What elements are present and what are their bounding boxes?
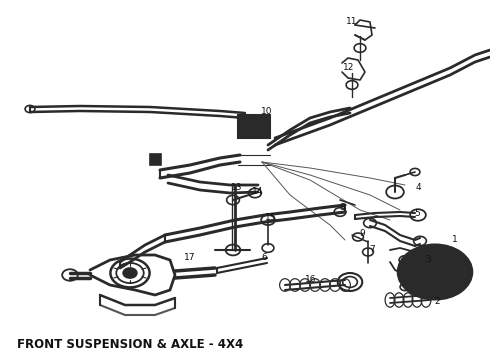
Circle shape [442,260,449,265]
Circle shape [421,280,428,285]
Text: 9: 9 [359,229,365,238]
Text: 6: 6 [261,253,267,262]
Text: 7: 7 [369,246,375,255]
Text: 11: 11 [346,18,358,27]
Text: FRONT SUSPENSION & AXLE - 4X4: FRONT SUSPENSION & AXLE - 4X4 [17,338,244,351]
Text: 1: 1 [452,235,458,244]
Text: 10: 10 [261,108,273,117]
Text: 4: 4 [415,184,421,193]
Bar [238,114,270,138]
Circle shape [421,260,428,265]
Text: 16: 16 [305,275,317,284]
Circle shape [426,266,444,279]
Text: 13: 13 [231,183,243,192]
Circle shape [410,270,417,275]
Text: 15: 15 [265,212,277,221]
Text: 12: 12 [343,63,355,72]
Text: 5: 5 [414,208,420,217]
Text: 3: 3 [425,256,431,265]
Text: 17: 17 [184,253,196,262]
Text: 2: 2 [434,297,440,306]
Circle shape [398,245,472,299]
Circle shape [453,270,460,275]
Circle shape [442,280,449,285]
Circle shape [123,268,137,278]
Text: 8: 8 [339,203,345,212]
Bar [150,154,161,165]
Text: 14: 14 [252,186,264,195]
